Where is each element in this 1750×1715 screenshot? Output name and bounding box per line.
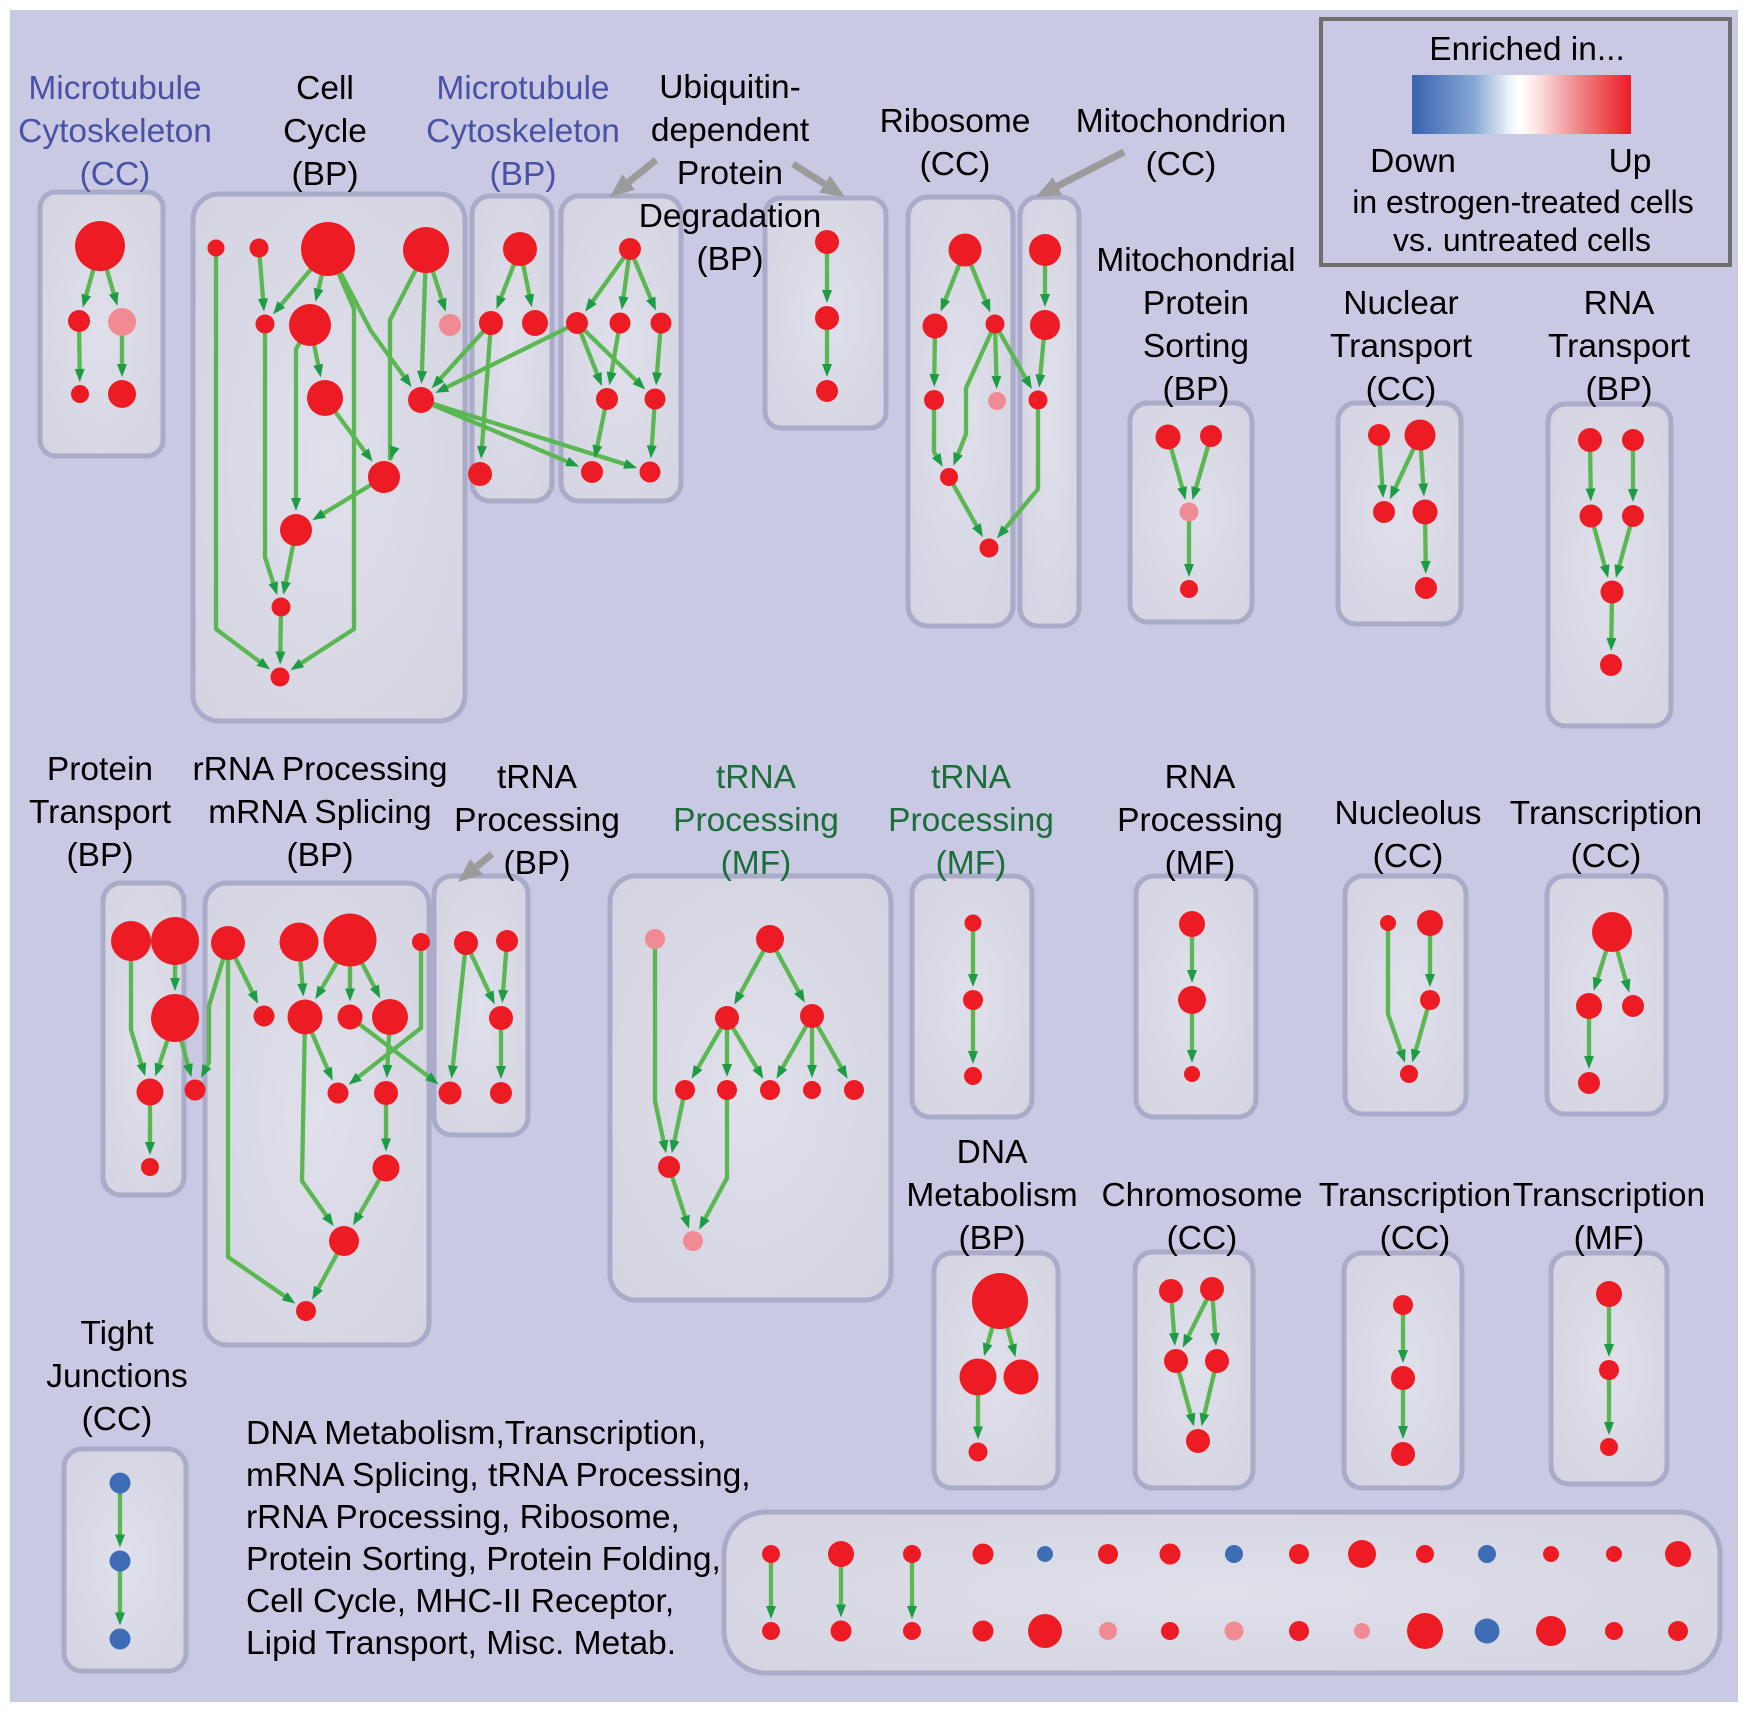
svg-text:(MF): (MF) [936, 845, 1007, 882]
svg-text:Chromosome: Chromosome [1101, 1177, 1302, 1214]
svg-text:RNA: RNA [1584, 285, 1655, 322]
svg-text:mRNA Splicing: mRNA Splicing [208, 794, 431, 831]
svg-text:Protein: Protein [1143, 285, 1249, 322]
svg-text:Protein: Protein [47, 751, 153, 788]
svg-text:Tight: Tight [80, 1315, 154, 1352]
svg-text:tRNA: tRNA [931, 759, 1012, 796]
svg-text:(MF): (MF) [1574, 1220, 1645, 1257]
svg-text:(CC): (CC) [1366, 371, 1437, 408]
svg-text:Microtubule: Microtubule [436, 70, 609, 107]
svg-text:(CC): (CC) [1380, 1220, 1451, 1257]
svg-text:RNA: RNA [1165, 759, 1236, 796]
svg-text:Ubiquitin-: Ubiquitin- [659, 69, 801, 106]
svg-text:(BP): (BP) [1163, 371, 1230, 408]
svg-text:Up: Up [1609, 143, 1652, 180]
svg-text:tRNA: tRNA [497, 759, 578, 796]
svg-text:Protein Sorting, Protein Foldi: Protein Sorting, Protein Folding, [246, 1541, 721, 1578]
svg-text:(BP): (BP) [959, 1220, 1026, 1257]
svg-text:in estrogen-treated cells: in estrogen-treated cells [1352, 184, 1694, 220]
svg-text:Cycle: Cycle [283, 113, 367, 150]
svg-text:Enriched in...: Enriched in... [1429, 31, 1625, 68]
svg-text:(BP): (BP) [292, 156, 359, 193]
svg-text:vs. untreated cells: vs. untreated cells [1393, 222, 1651, 258]
svg-text:DNA: DNA [957, 1134, 1028, 1171]
svg-text:DNA Metabolism,Transcription,: DNA Metabolism,Transcription, [246, 1415, 706, 1452]
svg-text:(CC): (CC) [920, 146, 991, 183]
svg-text:Cytoskeleton: Cytoskeleton [18, 113, 212, 150]
svg-text:(BP): (BP) [490, 156, 557, 193]
svg-text:(CC): (CC) [82, 1401, 153, 1438]
svg-text:Processing: Processing [1117, 802, 1283, 839]
svg-text:dependent: dependent [651, 112, 810, 149]
svg-text:(BP): (BP) [67, 837, 134, 874]
svg-text:Mitochondrial: Mitochondrial [1096, 242, 1295, 279]
svg-text:Sorting: Sorting [1143, 328, 1249, 365]
svg-text:(CC): (CC) [1146, 146, 1217, 183]
svg-text:Processing: Processing [454, 802, 620, 839]
svg-text:Down: Down [1370, 143, 1456, 180]
svg-text:(BP): (BP) [504, 845, 571, 882]
svg-text:(MF): (MF) [1165, 845, 1236, 882]
svg-text:Ribosome: Ribosome [880, 103, 1031, 140]
svg-text:rRNA Processing: rRNA Processing [192, 751, 447, 788]
svg-text:Transcription: Transcription [1513, 1177, 1705, 1214]
svg-text:mRNA Splicing, tRNA Processing: mRNA Splicing, tRNA Processing, [246, 1457, 751, 1494]
svg-text:(BP): (BP) [287, 837, 354, 874]
svg-text:Junctions: Junctions [46, 1358, 188, 1395]
svg-text:Cell Cycle, MHC-II Receptor,: Cell Cycle, MHC-II Receptor, [246, 1583, 674, 1620]
svg-text:Cell: Cell [296, 70, 354, 107]
svg-text:Lipid Transport, Misc. Metab.: Lipid Transport, Misc. Metab. [246, 1625, 676, 1662]
svg-text:Transcription: Transcription [1510, 795, 1702, 832]
svg-text:(CC): (CC) [80, 156, 151, 193]
svg-text:Microtubule: Microtubule [28, 70, 201, 107]
svg-text:(MF): (MF) [721, 845, 792, 882]
svg-text:Nucleolus: Nucleolus [1334, 795, 1481, 832]
svg-text:Transport: Transport [1548, 328, 1691, 365]
svg-text:rRNA Processing, Ribosome,: rRNA Processing, Ribosome, [246, 1499, 680, 1536]
svg-text:(CC): (CC) [1167, 1220, 1238, 1257]
svg-text:Mitochondrion: Mitochondrion [1076, 103, 1286, 140]
svg-text:(CC): (CC) [1571, 838, 1642, 875]
svg-text:(BP): (BP) [1586, 371, 1653, 408]
svg-text:Cytoskeleton: Cytoskeleton [426, 113, 620, 150]
svg-text:Nuclear: Nuclear [1343, 285, 1458, 322]
svg-text:Protein: Protein [677, 155, 783, 192]
svg-text:Transcription: Transcription [1319, 1177, 1511, 1214]
svg-text:tRNA: tRNA [716, 759, 797, 796]
svg-text:(CC): (CC) [1373, 838, 1444, 875]
svg-text:Transport: Transport [1330, 328, 1473, 365]
svg-text:Metabolism: Metabolism [906, 1177, 1077, 1214]
svg-text:Degradation: Degradation [639, 198, 822, 235]
svg-text:Processing: Processing [673, 802, 839, 839]
svg-text:Processing: Processing [888, 802, 1054, 839]
svg-text:(BP): (BP) [697, 241, 764, 278]
svg-text:Transport: Transport [29, 794, 172, 831]
